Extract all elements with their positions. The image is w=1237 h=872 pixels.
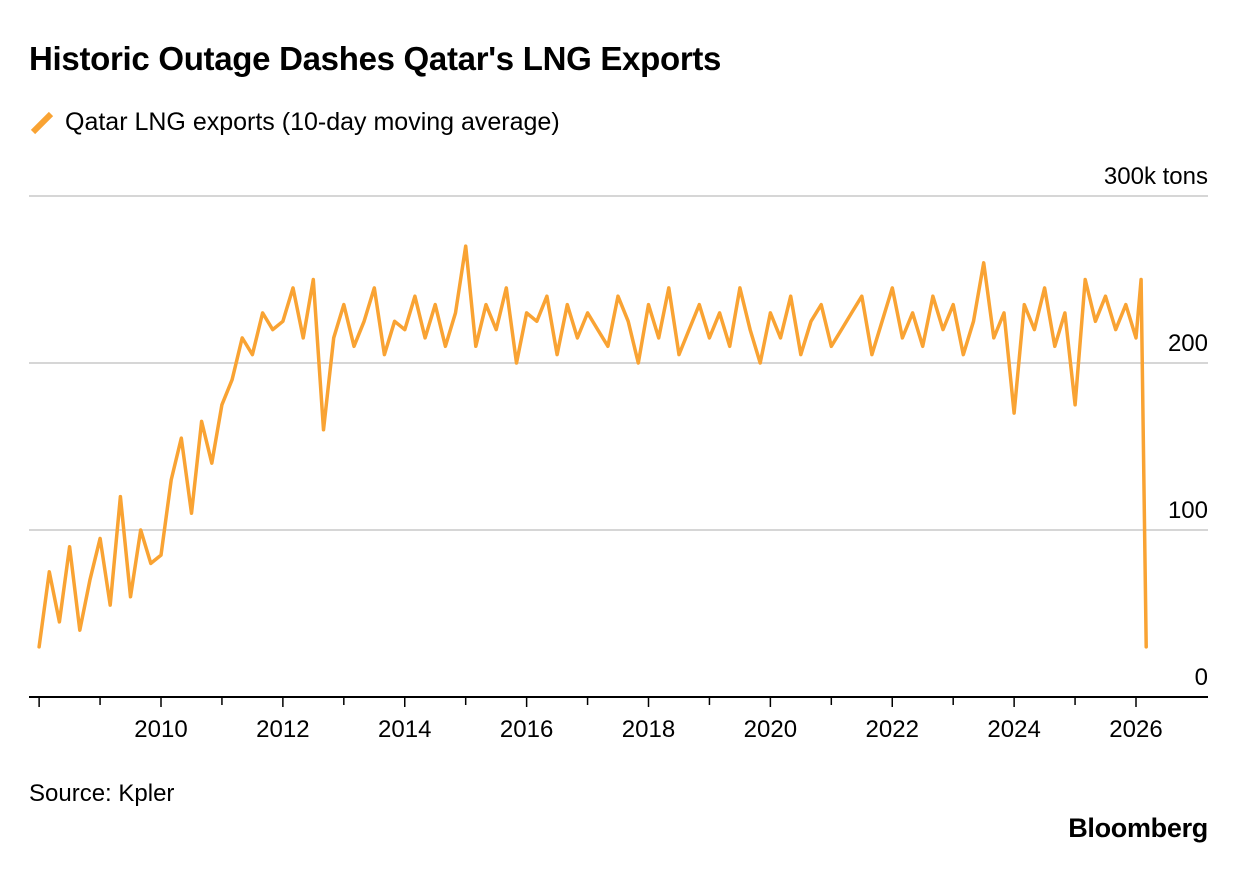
y-tick-label: 300k tons [1104,163,1208,190]
x-tick-label: 2012 [256,716,309,743]
chart-title: Historic Outage Dashes Qatar's LNG Expor… [29,40,722,77]
legend-label: Qatar LNG exports (10-day moving average… [65,108,560,136]
series-line [37,244,1148,649]
x-tick-label: 2020 [744,716,797,743]
x-tick-label: 2014 [378,716,431,743]
source-note: Source: Kpler [29,780,175,807]
bloomberg-logo: Bloomberg [1068,813,1208,843]
x-tick-label: 2022 [866,716,919,743]
y-tick-label: 200 [1168,330,1208,357]
y-tick-label: 0 [1195,664,1208,691]
y-tick-label: 100 [1168,497,1208,524]
x-tick-label: 2024 [987,716,1040,743]
line-chart: 0 100 200 300k tons 2010 2012 2014 2016 2018 2020… [29,163,1208,743]
x-tick-label: 2016 [500,716,553,743]
x-tick-label: 2026 [1109,716,1162,743]
legend: Qatar LNG exports (10-day moving average… [29,108,560,137]
legend-line-icon [30,111,54,134]
x-tick-label: 2018 [622,716,675,743]
x-tick-label: 2010 [134,716,187,743]
